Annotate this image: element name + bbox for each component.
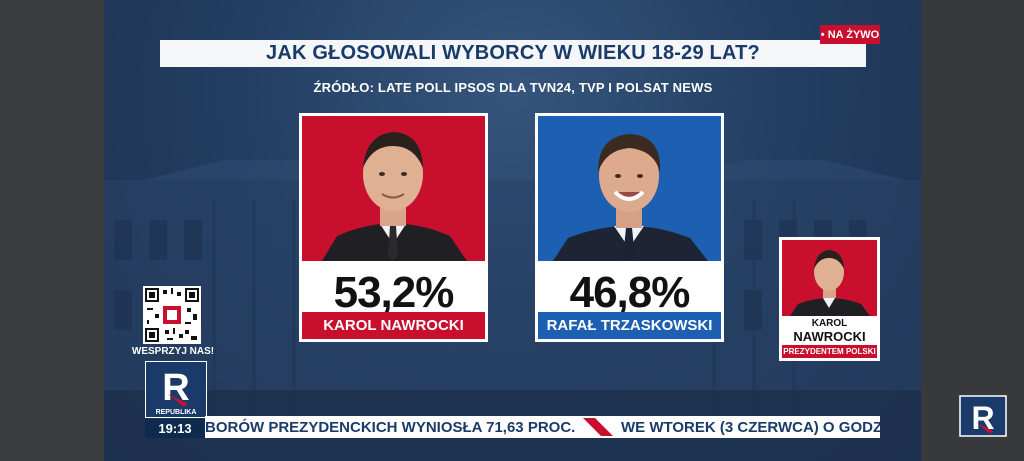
ticker-separator-icon [583,418,613,436]
svg-text:R: R [971,400,994,436]
left-pillarbox [0,0,104,461]
candidate-photo-nawrocki [302,116,485,261]
candidate-photo-trzaskowski [538,116,721,261]
candidate-name-nawrocki: KAROL NAWROCKI [302,312,485,339]
donate-qr-code[interactable] [143,286,201,344]
mini-card-last-name: NAWROCKI [793,329,866,344]
candidate-percent-nawrocki: 53,2% [333,268,455,317]
news-ticker: BORÓW PREZYDENCKICH WYNIOSŁA 71,63 PROC.… [205,416,880,438]
ticker-text-left: BORÓW PREZYDENCKICH WYNIOSŁA 71,63 PROC. [205,419,576,436]
candidate-card-trzaskowski: 46,8% RAFAŁ TRZASKOWSKI [535,113,724,342]
broadcast-frame [104,0,921,461]
donate-label: WESPRZYJ NAS! [131,346,215,357]
logo-letter: R [162,367,189,409]
logo-text: REPUBLIKA [156,409,197,416]
candidate-card-nawrocki: 53,2% KAROL NAWROCKI [299,113,488,342]
headline-bar: JAK GŁOSOWALI WYBORCY W WIEKU 18-29 LAT? [160,40,866,67]
ticker-text-right: WE WTOREK (3 CZERWCA) O GODZ [621,419,880,436]
source-caption: ŹRÓDŁO: LATE POLL IPSOS DLA TVN24, TVP I… [313,80,713,95]
candidate-name-trzaskowski: RAFAŁ TRZASKOWSKI [538,312,721,339]
broadcast-clock: 19:13 [145,419,205,438]
mini-card-caption: PREZYDENTEM POLSKI [782,345,877,358]
mini-card-president: KAROL NAWROCKI PREZYDENTEM POLSKI [779,237,880,361]
corner-watermark-logo: R [959,395,1007,441]
mini-card-first-name: KAROL [811,318,848,329]
headline-text: JAK GŁOSOWALI WYBORCY W WIEKU 18-29 LAT? [266,42,760,64]
channel-logo: R REPUBLIKA [145,361,207,418]
candidate-percent-trzaskowski: 46,8% [569,268,691,317]
mini-card-photo [782,240,877,316]
right-pillarbox [921,0,1024,461]
live-badge: • NA ŻYWO [820,25,880,44]
